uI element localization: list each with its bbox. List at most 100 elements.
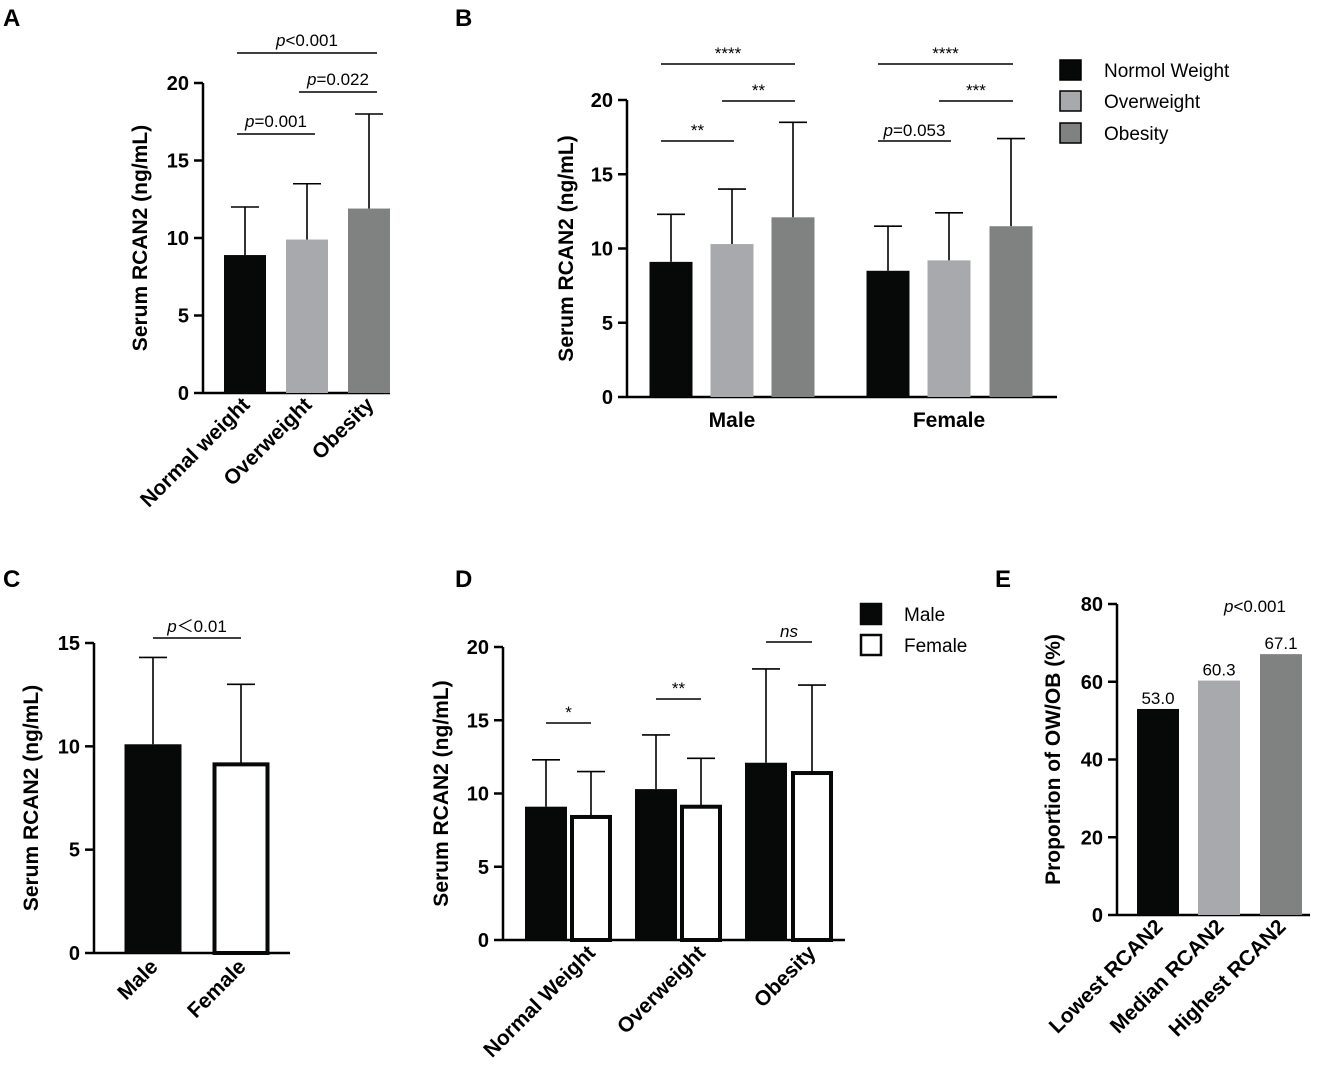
significance-label-value: =0.001 xyxy=(254,112,306,131)
significance-label: *** xyxy=(966,81,986,100)
y-axis-label: Serum RCAN2 (ng/mL) xyxy=(20,685,43,911)
bar xyxy=(1137,708,1179,915)
legend-swatch xyxy=(1059,59,1082,81)
significance-label-value: =0.022 xyxy=(316,70,368,89)
significance-label-value: **** xyxy=(932,44,959,63)
significance-label-italic: p xyxy=(275,31,285,50)
y-tick-label: 20 xyxy=(591,90,613,112)
panel-a: 0 5 10 15 20 Serum RCAN2 (ng/mL) Normal weight… xyxy=(3,5,390,512)
panel-label-b: B xyxy=(455,5,472,32)
significance-label-italic: p xyxy=(166,617,176,636)
legend-swatch xyxy=(859,633,883,657)
y-tick-label: 40 xyxy=(1081,750,1103,772)
significance-label: p＜0.01 xyxy=(166,617,227,636)
significance-label: p<0.001 xyxy=(1223,597,1286,616)
significance-label: **** xyxy=(932,44,959,63)
data-label: 60.3 xyxy=(1202,661,1235,680)
significance-label: p=0.053 xyxy=(883,121,946,140)
x-category-label: Lowest RCAN2 xyxy=(1045,915,1168,1038)
bar xyxy=(680,804,722,942)
y-axis-label: Serum RCAN2 (ng/mL) xyxy=(129,125,152,351)
y-tick-label: 5 xyxy=(478,857,489,879)
bar xyxy=(745,762,787,940)
panel-label-e: E xyxy=(995,566,1011,593)
bar xyxy=(710,244,754,397)
significance-label-value: *** xyxy=(966,81,986,100)
y-tick-label: 5 xyxy=(178,306,189,328)
y-tick-label: 10 xyxy=(167,228,189,250)
legend-swatch xyxy=(859,602,883,626)
bar xyxy=(866,270,910,397)
data-label: 67.1 xyxy=(1264,634,1297,653)
significance-label-value: <0.001 xyxy=(285,31,337,50)
bar xyxy=(1260,654,1302,915)
x-group-label: Overweight xyxy=(613,941,710,1038)
y-tick-label: 0 xyxy=(1092,905,1103,927)
x-category-label: Male xyxy=(113,955,162,1004)
significance-label-italic: p xyxy=(883,121,893,140)
significance-label-value: ＜0.01 xyxy=(177,617,227,636)
y-tick-label: 20 xyxy=(467,637,489,659)
significance-label-value: ** xyxy=(672,679,686,698)
y-tick-label: 15 xyxy=(467,710,489,732)
y-tick-label: 15 xyxy=(58,633,80,655)
y-tick-label: 0 xyxy=(602,387,613,409)
significance-label: ns xyxy=(780,622,798,641)
significance-label: ** xyxy=(672,679,686,698)
panel-label-c: C xyxy=(3,566,20,593)
bar xyxy=(771,217,815,397)
y-tick-label: 15 xyxy=(167,151,189,173)
legend-label: Normol Weight xyxy=(1104,61,1230,82)
significance-label-value: ns xyxy=(780,622,798,641)
y-tick-label: 5 xyxy=(602,313,613,335)
x-category-label: Normal weight xyxy=(136,393,255,512)
y-tick-label: 60 xyxy=(1081,672,1103,694)
panel-label-d: D xyxy=(455,566,472,593)
legend-swatch xyxy=(1059,122,1082,144)
significance-label-value: **** xyxy=(715,44,742,63)
y-tick-label: 10 xyxy=(58,736,80,758)
significance-label-value: ** xyxy=(691,121,705,140)
y-tick-label: 5 xyxy=(69,840,80,862)
x-group-label: Female xyxy=(913,409,985,432)
x-group-label: Obesity xyxy=(750,941,821,1012)
bar xyxy=(989,226,1033,397)
significance-label: **** xyxy=(715,44,742,63)
y-tick-label: 15 xyxy=(591,164,613,186)
significance-label: p=0.022 xyxy=(306,70,369,89)
y-tick-label: 0 xyxy=(69,943,80,965)
panel-e: 0 20 40 60 80 Proportion of OW/OB (%) 53.0 Lowe… xyxy=(995,566,1310,1041)
significance-label-value: * xyxy=(565,703,572,722)
significance-label-italic: p xyxy=(244,112,254,131)
significance-label-italic: p xyxy=(306,70,316,89)
y-axis-label: Proportion of OW/OB (%) xyxy=(1042,634,1065,885)
y-tick-label: 0 xyxy=(478,930,489,952)
y-tick-label: 10 xyxy=(591,239,613,261)
significance-label: p<0.001 xyxy=(275,31,338,50)
bar xyxy=(286,239,328,393)
y-tick-label: 10 xyxy=(467,784,489,806)
panel-d: 0 5 10 15 20 Serum RCAN2 (ng/mL) Normal Weight… xyxy=(430,566,967,1062)
y-tick-label: 80 xyxy=(1081,594,1103,616)
significance-label: * xyxy=(565,703,572,722)
significance-label: p=0.001 xyxy=(244,112,307,131)
bar xyxy=(212,762,270,955)
x-category-label: Obesity xyxy=(308,393,379,464)
legend-label: Overweight xyxy=(1104,92,1201,113)
significance-label-value: <0.001 xyxy=(1233,597,1285,616)
panel-c: 0 5 10 15 Serum RCAN2 (ng/mL) Male Female p＜0.0… xyxy=(3,566,290,1023)
bar xyxy=(525,806,567,940)
y-tick-label: 20 xyxy=(167,73,189,95)
y-axis-label: Serum RCAN2 (ng/mL) xyxy=(555,135,578,361)
x-category-label: Female xyxy=(183,955,250,1022)
legend-swatch xyxy=(1059,90,1082,112)
legend-label: Obesity xyxy=(1104,124,1169,145)
legend-label: Male xyxy=(904,605,945,626)
bar xyxy=(224,255,266,393)
bar xyxy=(649,261,693,397)
significance-label: ** xyxy=(691,121,705,140)
bar xyxy=(635,789,677,940)
data-label: 53.0 xyxy=(1141,689,1174,708)
